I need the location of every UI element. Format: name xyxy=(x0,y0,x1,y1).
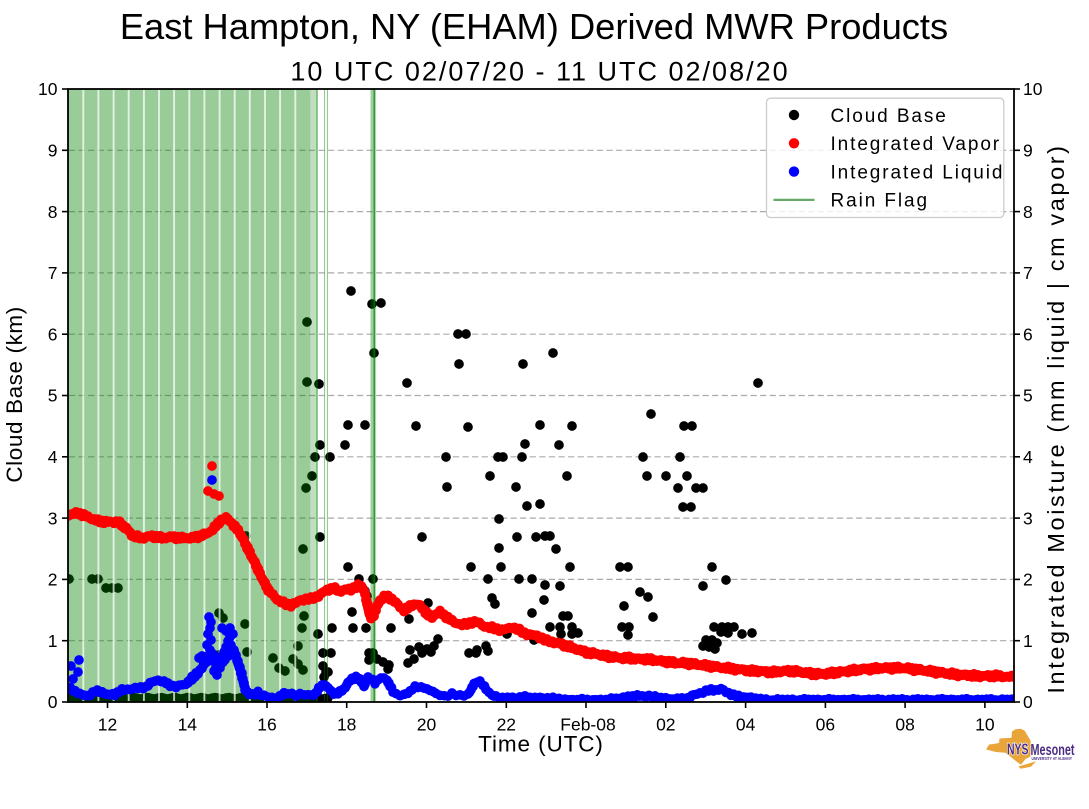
svg-text:UNIVERSITY AT ALBANY: UNIVERSITY AT ALBANY xyxy=(1032,756,1073,761)
svg-text:16: 16 xyxy=(257,715,276,735)
svg-text:10: 10 xyxy=(38,79,58,99)
svg-text:4: 4 xyxy=(48,447,58,467)
svg-text:4: 4 xyxy=(1023,447,1033,467)
svg-text:14: 14 xyxy=(178,715,198,735)
svg-text:18: 18 xyxy=(337,715,356,735)
svg-text:10: 10 xyxy=(1023,79,1043,99)
svg-text:Mesonet: Mesonet xyxy=(1031,742,1075,759)
svg-text:5: 5 xyxy=(48,386,58,406)
svg-text:0: 0 xyxy=(48,692,58,712)
svg-text:8: 8 xyxy=(1023,202,1033,222)
svg-text:10: 10 xyxy=(975,715,995,735)
svg-text:Integrated Liquid: Integrated Liquid xyxy=(831,162,1005,183)
svg-text:2: 2 xyxy=(48,570,58,590)
svg-text:NYS: NYS xyxy=(1007,742,1029,759)
svg-text:2: 2 xyxy=(1023,570,1033,590)
svg-text:Cloud Base: Cloud Base xyxy=(831,106,948,127)
svg-text:06: 06 xyxy=(816,715,835,735)
svg-text:6: 6 xyxy=(48,324,58,344)
svg-text:Integrated Vapor: Integrated Vapor xyxy=(831,134,1002,155)
svg-text:Time (UTC): Time (UTC) xyxy=(478,732,604,757)
svg-text:10 UTC 02/07/20 - 11 UTC 02/08: 10 UTC 02/07/20 - 11 UTC 02/08/20 xyxy=(290,57,789,87)
svg-text:22: 22 xyxy=(497,715,516,735)
svg-text:12: 12 xyxy=(98,715,117,735)
svg-text:3: 3 xyxy=(48,508,58,528)
svg-text:5: 5 xyxy=(1023,386,1033,406)
svg-text:20: 20 xyxy=(417,715,437,735)
svg-text:Integrated Moisture (mm liquid: Integrated Moisture (mm liquid | cm vapo… xyxy=(1043,143,1069,693)
svg-text:Feb-08: Feb-08 xyxy=(560,715,615,735)
svg-text:08: 08 xyxy=(895,715,914,735)
svg-text:04: 04 xyxy=(736,715,756,735)
svg-text:1: 1 xyxy=(1023,631,1033,651)
svg-text:Cloud Base (km): Cloud Base (km) xyxy=(2,306,27,483)
svg-text:7: 7 xyxy=(1023,263,1033,283)
svg-text:7: 7 xyxy=(48,263,58,283)
svg-text:3: 3 xyxy=(1023,508,1033,528)
svg-text:Rain Flag: Rain Flag xyxy=(831,191,929,212)
svg-text:9: 9 xyxy=(1023,141,1033,161)
svg-text:East Hampton, NY (EHAM) Derive: East Hampton, NY (EHAM) Derived MWR Prod… xyxy=(120,6,948,47)
svg-text:8: 8 xyxy=(48,202,58,222)
svg-text:1: 1 xyxy=(48,631,58,651)
svg-text:02: 02 xyxy=(656,715,675,735)
svg-text:0: 0 xyxy=(1023,692,1033,712)
svg-text:6: 6 xyxy=(1023,324,1033,344)
svg-text:9: 9 xyxy=(48,141,58,161)
